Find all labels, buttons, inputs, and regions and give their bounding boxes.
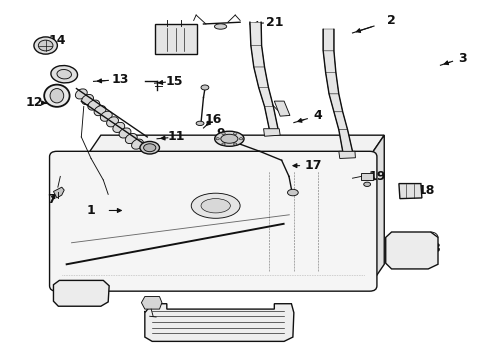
Text: 7: 7 <box>48 193 56 206</box>
Ellipse shape <box>196 121 204 126</box>
Ellipse shape <box>132 139 144 149</box>
Text: 5: 5 <box>143 303 151 316</box>
Text: 17: 17 <box>305 159 322 172</box>
Ellipse shape <box>221 134 238 143</box>
Polygon shape <box>254 67 269 87</box>
Text: 3: 3 <box>458 51 467 64</box>
Ellipse shape <box>100 111 112 121</box>
Ellipse shape <box>234 143 237 145</box>
Polygon shape <box>251 45 265 67</box>
Polygon shape <box>250 22 262 45</box>
Ellipse shape <box>51 66 77 83</box>
Ellipse shape <box>75 89 87 99</box>
Text: 11: 11 <box>168 130 185 144</box>
Polygon shape <box>323 51 336 72</box>
Ellipse shape <box>222 132 225 135</box>
Polygon shape <box>339 151 355 158</box>
Ellipse shape <box>140 141 159 154</box>
Polygon shape <box>369 135 384 286</box>
Polygon shape <box>399 184 422 199</box>
Ellipse shape <box>88 100 100 110</box>
Text: 13: 13 <box>112 73 129 86</box>
Text: 1: 1 <box>87 204 96 217</box>
Polygon shape <box>264 129 280 136</box>
Polygon shape <box>53 280 109 306</box>
Text: 21: 21 <box>266 16 283 29</box>
Ellipse shape <box>94 105 106 116</box>
Ellipse shape <box>216 138 220 140</box>
Ellipse shape <box>234 132 237 135</box>
Ellipse shape <box>215 24 227 29</box>
Polygon shape <box>326 72 339 94</box>
Ellipse shape <box>201 85 209 90</box>
Ellipse shape <box>201 199 230 213</box>
Text: 15: 15 <box>166 75 183 88</box>
Polygon shape <box>265 107 278 130</box>
Ellipse shape <box>215 131 244 146</box>
Ellipse shape <box>34 37 57 54</box>
Text: 9: 9 <box>216 127 225 140</box>
Ellipse shape <box>288 189 298 196</box>
Polygon shape <box>86 135 384 157</box>
Text: 14: 14 <box>48 33 66 47</box>
Ellipse shape <box>44 85 70 107</box>
Polygon shape <box>274 101 290 116</box>
Ellipse shape <box>107 117 119 127</box>
FancyBboxPatch shape <box>49 151 377 291</box>
Polygon shape <box>53 187 64 198</box>
Ellipse shape <box>191 193 240 218</box>
Ellipse shape <box>144 144 156 152</box>
Polygon shape <box>329 94 343 112</box>
Polygon shape <box>334 112 347 130</box>
Text: 16: 16 <box>204 113 222 126</box>
Text: 6: 6 <box>82 290 91 303</box>
Text: 10: 10 <box>185 321 202 334</box>
Ellipse shape <box>240 138 243 140</box>
Text: 18: 18 <box>417 184 435 197</box>
Polygon shape <box>145 304 294 341</box>
Polygon shape <box>361 173 373 180</box>
Text: 12: 12 <box>25 96 43 109</box>
Polygon shape <box>386 232 438 269</box>
Text: 4: 4 <box>314 109 323 122</box>
Text: 8: 8 <box>431 242 440 255</box>
Polygon shape <box>323 30 334 51</box>
Ellipse shape <box>38 40 53 51</box>
Text: 20: 20 <box>171 30 188 43</box>
Polygon shape <box>259 87 273 107</box>
Polygon shape <box>339 130 352 151</box>
Text: 2: 2 <box>387 14 396 27</box>
Polygon shape <box>142 297 162 309</box>
Ellipse shape <box>50 89 64 103</box>
Ellipse shape <box>125 134 137 144</box>
FancyBboxPatch shape <box>155 24 197 54</box>
Ellipse shape <box>113 122 124 132</box>
Ellipse shape <box>222 143 225 145</box>
Text: 19: 19 <box>368 170 386 183</box>
Ellipse shape <box>364 182 370 186</box>
Ellipse shape <box>57 69 72 79</box>
Ellipse shape <box>119 128 131 138</box>
Ellipse shape <box>82 94 94 104</box>
